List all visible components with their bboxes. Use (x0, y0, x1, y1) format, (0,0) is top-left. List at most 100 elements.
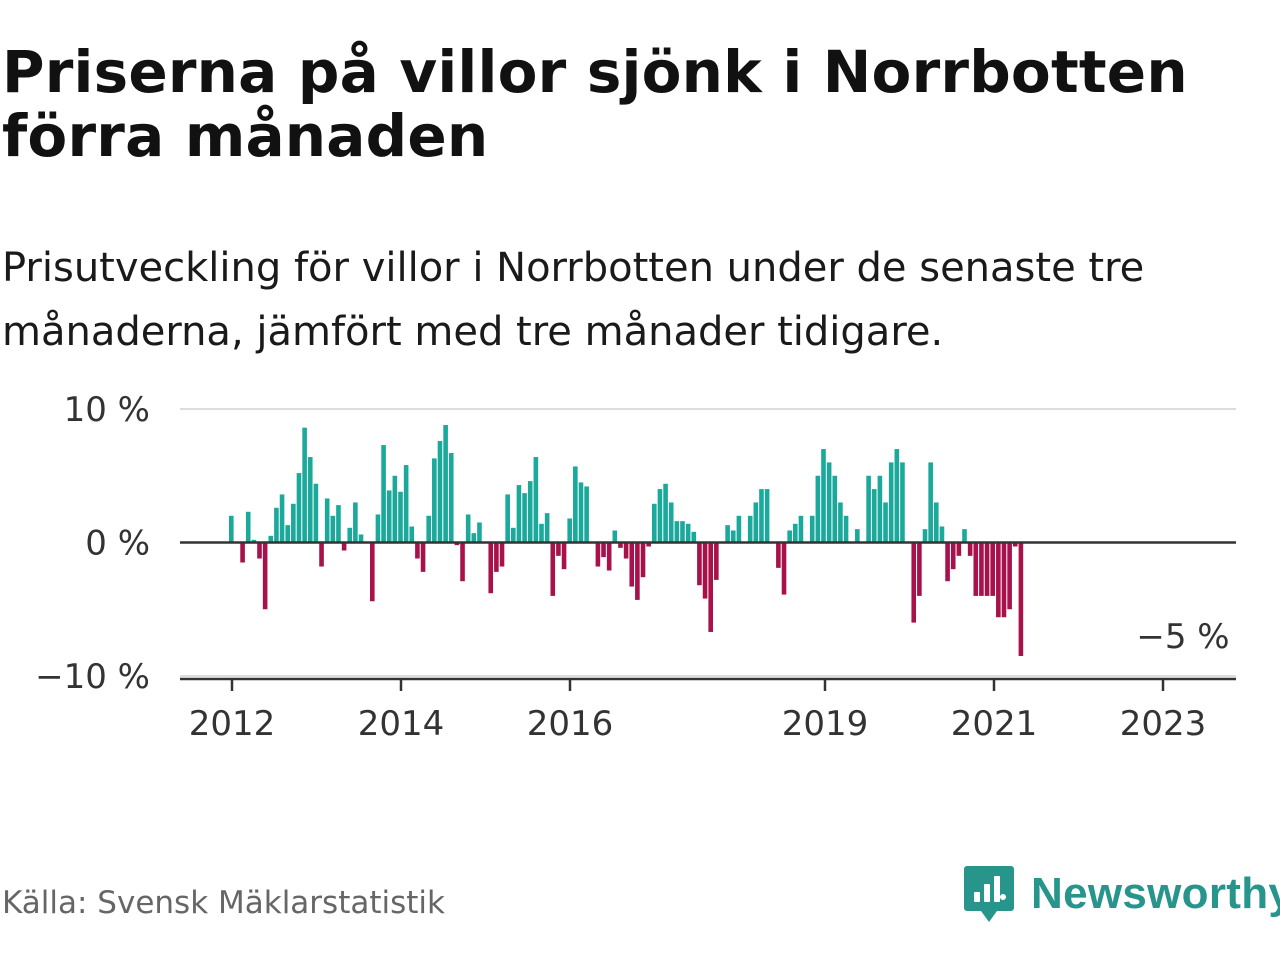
bar-positive (652, 503, 657, 543)
bar-positive (544, 513, 550, 543)
y-tick-label: 10 % (64, 390, 150, 430)
bar-positive (307, 457, 313, 543)
bar-positive (268, 535, 274, 543)
bar-negative (990, 542, 995, 596)
bar-positive (330, 515, 336, 543)
bar-positive (432, 458, 437, 543)
bar-negative (556, 542, 561, 556)
bar-negative (996, 542, 1001, 618)
bar-positive (962, 529, 967, 543)
bar-negative (714, 542, 719, 580)
bar-positive (386, 490, 392, 543)
bar-negative (646, 542, 651, 547)
bar-negative (618, 542, 623, 548)
bar-negative (454, 542, 460, 546)
gridlines (180, 408, 1236, 677)
bar-positive (291, 503, 296, 543)
bar-positive (533, 457, 539, 543)
bar-positive (793, 523, 798, 543)
bar-negative (708, 542, 713, 632)
bar-negative (911, 542, 917, 623)
bar-positive (838, 502, 843, 543)
bar-positive (285, 525, 290, 543)
bar-negative (601, 542, 606, 558)
bar-positive (381, 445, 386, 543)
bar-positive (251, 539, 257, 543)
bar-positive (866, 475, 871, 543)
bar-positive (279, 494, 285, 543)
bar-positive (871, 489, 877, 543)
bar-positive (313, 483, 319, 543)
bar-positive (465, 514, 471, 543)
bar-negative (623, 542, 629, 559)
bar-negative (1012, 542, 1018, 547)
bar-positive (787, 530, 792, 543)
bar-negative (561, 542, 567, 570)
bar-positive (934, 502, 939, 543)
bar-negative (499, 542, 505, 567)
bar-positive (888, 462, 894, 543)
bar-positive (302, 427, 307, 543)
bar-positive (375, 514, 381, 543)
bar-negative (341, 542, 347, 551)
bar-positive (680, 521, 685, 543)
bar-positive (900, 462, 905, 543)
bar-positive (477, 522, 482, 543)
bar-positive (426, 515, 431, 543)
bar-positive (471, 533, 477, 543)
bar-negative (370, 542, 375, 602)
bar-positive (505, 494, 510, 543)
bar-positive (764, 489, 770, 543)
bar-positive (567, 518, 572, 543)
bar-negative (1018, 542, 1024, 656)
bar-positive (798, 515, 804, 543)
bar-positive (245, 511, 251, 543)
bar-positive (443, 425, 448, 543)
bar-positive (347, 527, 353, 543)
bar-positive (398, 491, 403, 543)
bar-negative (606, 542, 612, 571)
bar-negative (550, 542, 556, 596)
bar-negative (967, 542, 973, 556)
bar-negative (488, 542, 494, 594)
bar-positive (855, 529, 860, 543)
bar-positive (336, 505, 341, 543)
bar-positive (832, 475, 838, 543)
bar-negative (776, 542, 781, 568)
bar-positive (612, 530, 618, 543)
bar-positive (843, 515, 849, 543)
labels: 10 % 0 % −10 % 2012 2014 2016 2019 2021 2023 −5 % (35, 390, 1229, 744)
y-tick-label: 0 % (85, 524, 150, 564)
bar-positive (922, 529, 928, 543)
bar-negative (262, 542, 268, 610)
bar-negative (494, 542, 499, 572)
bar-positive (877, 475, 883, 543)
brand-logo[interactable]: Newsworthy (963, 864, 1280, 924)
x-tick-label: 2019 (782, 704, 869, 744)
x-tick-label: 2012 (189, 704, 276, 744)
bar-positive (409, 526, 415, 543)
bar-negative (595, 542, 601, 567)
bar-positive (274, 507, 279, 543)
bar-negative (917, 542, 922, 596)
bar-positive (674, 521, 680, 543)
bar-negative (945, 542, 950, 582)
bar-negative (781, 542, 787, 595)
bars (229, 425, 1024, 656)
bar-positive (539, 523, 544, 543)
axes (180, 541, 1236, 691)
bar-positive (358, 534, 364, 543)
bar-positive (573, 466, 578, 543)
source-note: Källa: Svensk Mäklarstatistik (2, 885, 445, 921)
bar-positive (353, 502, 358, 543)
bar-negative (973, 542, 979, 596)
newsworthy-logo-icon (964, 866, 1014, 922)
bar-positive (730, 530, 736, 543)
bar-positive (511, 527, 516, 543)
bar-negative (697, 542, 702, 586)
bar-negative (415, 542, 420, 559)
chart-subtitle: Prisutveckling för villor i Norrbotten u… (2, 245, 1145, 355)
bar-positive (753, 502, 759, 543)
bar-positive (691, 531, 697, 543)
bar-positive (527, 481, 533, 543)
